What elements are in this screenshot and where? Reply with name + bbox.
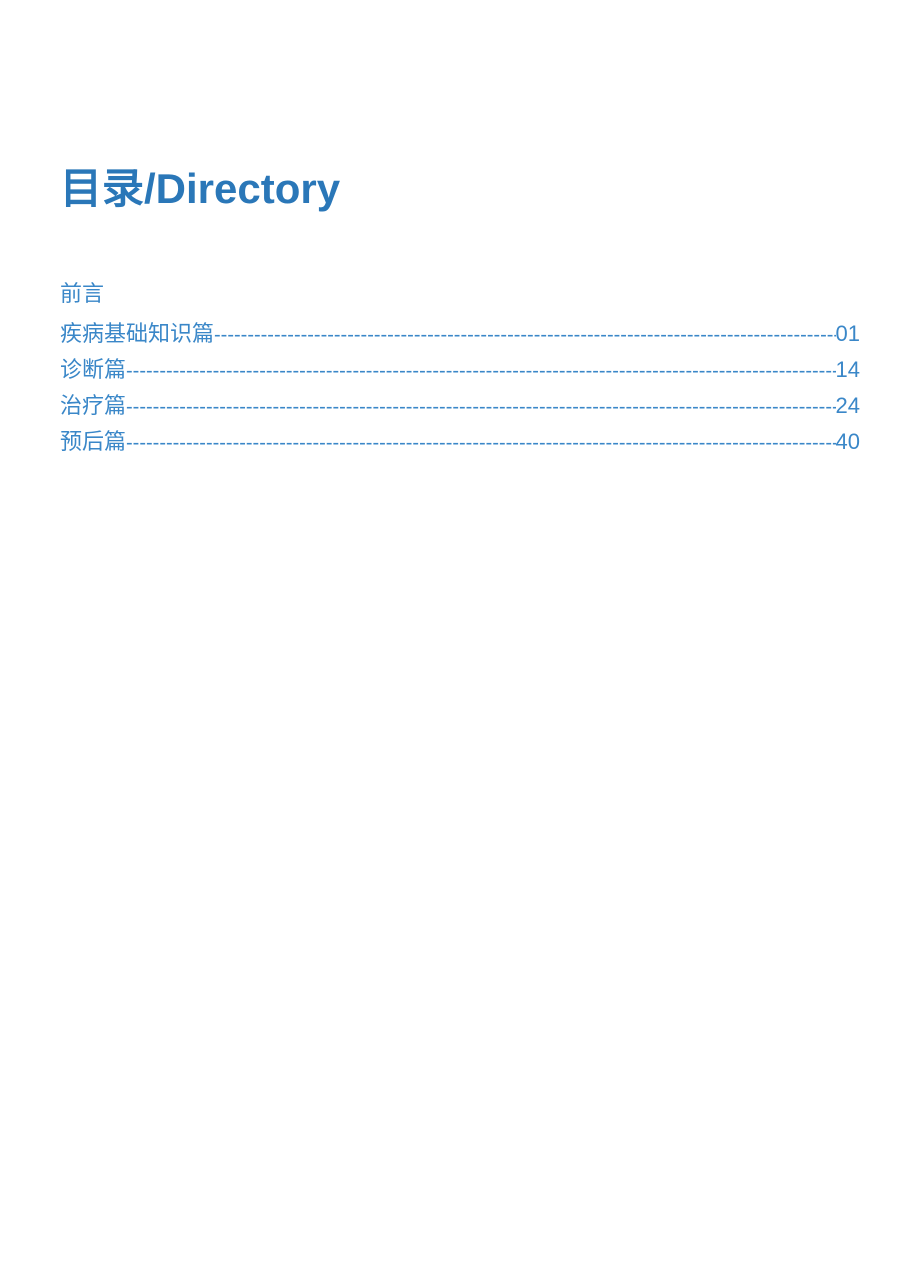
toc-entry: 诊断篇 14 (60, 352, 860, 384)
toc-entry: 疾病基础知识篇 01 (60, 316, 860, 348)
toc-entry: 治疗篇 24 (60, 388, 860, 420)
toc-entry-label: 疾病基础知识篇 (60, 316, 214, 348)
toc-preface: 前言 (60, 276, 860, 308)
toc-entry-leader (126, 432, 836, 455)
toc-entry-page: 01 (836, 321, 860, 347)
toc-entry-leader (126, 396, 836, 419)
toc-entry-leader (126, 360, 836, 383)
toc-entry-label: 预后篇 (60, 424, 126, 456)
page-title: 目录/Directory (60, 155, 860, 216)
toc-container: 前言 疾病基础知识篇 01 诊断篇 14 治疗篇 24 预后篇 40 (60, 276, 860, 456)
toc-entry: 预后篇 40 (60, 424, 860, 456)
toc-entry-leader (214, 324, 836, 347)
toc-entry-label: 诊断篇 (60, 352, 126, 384)
toc-entry-page: 40 (836, 429, 860, 455)
toc-entry-page: 24 (836, 393, 860, 419)
toc-entry-label: 治疗篇 (60, 388, 126, 420)
toc-entry-page: 14 (836, 357, 860, 383)
